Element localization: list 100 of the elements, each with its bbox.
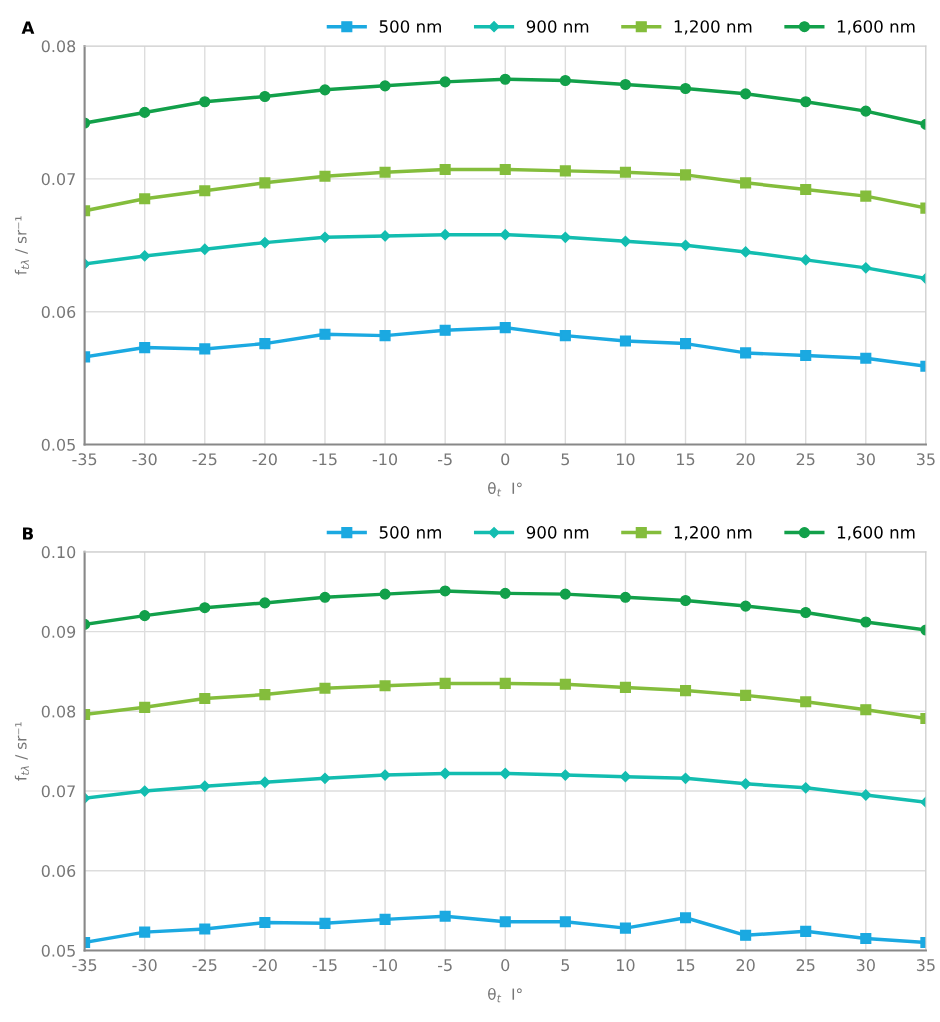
point: [860, 352, 872, 364]
point: [559, 678, 571, 690]
point: [379, 80, 391, 92]
y-tick-label: 0.07: [41, 785, 75, 798]
point: [740, 177, 752, 189]
point: [439, 163, 451, 176]
point: [199, 923, 211, 935]
x-tick-label: 20: [736, 959, 755, 972]
point: [319, 170, 331, 182]
point: [860, 616, 872, 628]
legend-label: 500 nm: [379, 526, 441, 539]
x-tick-label: 5: [561, 453, 570, 466]
point: [860, 932, 872, 945]
point: [740, 246, 752, 258]
point: [740, 778, 752, 790]
point: [259, 90, 271, 103]
point: [319, 591, 331, 603]
point: [139, 785, 151, 797]
point: [860, 105, 872, 117]
point: [800, 606, 812, 619]
point: [199, 185, 211, 197]
point: [259, 338, 271, 350]
legend-label: 1,600 nm: [837, 526, 915, 541]
point: [559, 74, 571, 87]
point: [619, 922, 631, 934]
point: [139, 926, 151, 938]
point: [679, 685, 692, 697]
y-axis-title: f$_{tλ}$ / sr⁻¹: [14, 216, 29, 275]
point: [259, 917, 271, 929]
point: [319, 682, 331, 694]
x-tick-label: -30: [132, 453, 157, 466]
point: [740, 929, 752, 941]
x-tick-label: -10: [372, 453, 398, 466]
point: [860, 190, 872, 202]
x-tick-label: 0: [501, 959, 510, 972]
y-tick-label: 0.05: [41, 944, 75, 957]
point: [740, 600, 752, 612]
x-tick-label: -15: [312, 959, 337, 972]
x-tick-label: 35: [916, 453, 935, 466]
x-tick-label: -25: [192, 959, 217, 972]
point: [499, 322, 511, 334]
y-tick-label: 0.08: [41, 705, 76, 718]
x-tick-label: 30: [856, 453, 875, 466]
legend-label: 900 nm: [526, 20, 589, 33]
legend-label: 1,600 nm: [837, 20, 915, 35]
point: [139, 193, 151, 205]
chart-title: B: [23, 527, 34, 540]
point: [619, 78, 631, 91]
point: [800, 782, 812, 794]
point: [439, 677, 451, 689]
point: [199, 343, 211, 355]
point: [379, 330, 391, 342]
point: [800, 349, 812, 362]
point: [499, 163, 511, 176]
point: [259, 597, 271, 609]
x-tick-label: -5: [437, 959, 452, 972]
point: [439, 767, 451, 780]
x-tick-label: -5: [437, 453, 452, 466]
point: [559, 769, 571, 781]
point: [199, 96, 211, 108]
y-tick-label: 0.09: [41, 625, 76, 638]
point: [319, 328, 331, 340]
point: [499, 916, 511, 928]
point: [679, 169, 692, 181]
point: [259, 237, 271, 249]
point: [319, 917, 331, 929]
point: [259, 689, 271, 701]
x-tick-label: -10: [372, 959, 398, 972]
point: [619, 166, 631, 178]
point: [199, 602, 211, 614]
x-tick-label: 5: [561, 959, 570, 972]
x-tick-label: 10: [617, 453, 635, 466]
legend-label: 1,200 nm: [674, 20, 752, 35]
point: [379, 769, 391, 781]
x-tick-label: -15: [312, 453, 337, 466]
point: [499, 73, 511, 85]
x-tick-label: -20: [252, 453, 277, 466]
point: [199, 243, 211, 255]
point: [800, 925, 812, 937]
y-tick-label: 0.05: [41, 438, 75, 451]
point: [139, 342, 151, 354]
chart-title: A: [21, 21, 35, 34]
point: [679, 338, 692, 350]
point: [800, 183, 812, 196]
point: [139, 610, 151, 622]
point: [439, 76, 451, 88]
y-tick-label: 0.06: [41, 864, 76, 878]
point: [559, 588, 571, 600]
legend-label: 900 nm: [526, 526, 589, 539]
y-tick-label: 0.08: [41, 40, 76, 53]
point: [139, 701, 151, 713]
x-tick-label: 15: [677, 959, 695, 972]
point: [740, 689, 752, 701]
point: [860, 704, 872, 716]
point: [439, 910, 451, 922]
point: [199, 780, 211, 792]
point: [800, 254, 812, 266]
point: [259, 776, 271, 788]
point: [559, 916, 571, 928]
point: [379, 588, 391, 600]
